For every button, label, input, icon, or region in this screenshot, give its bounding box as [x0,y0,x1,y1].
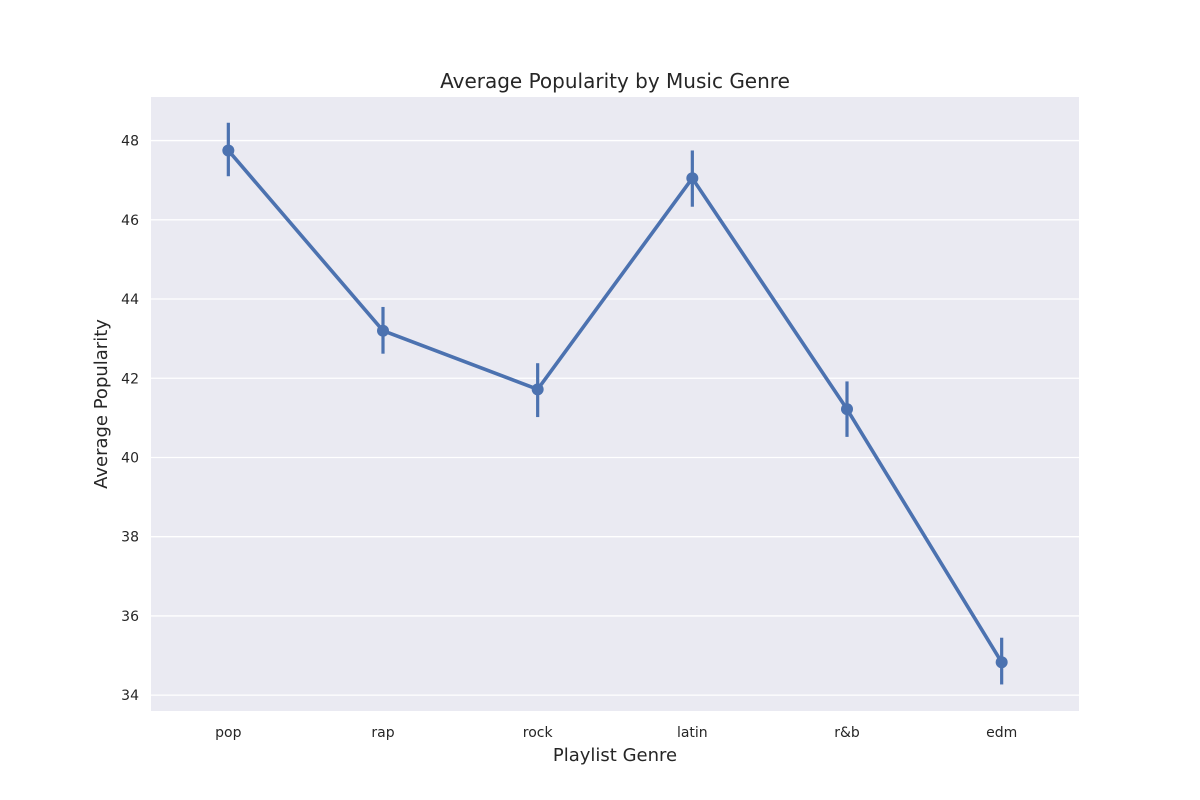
grid-lines [151,139,1079,696]
x-axis-label: Playlist Genre [553,745,677,766]
y-tick-label: 46 [121,213,139,229]
y-tick-label: 38 [121,530,139,546]
data-point [222,144,235,157]
data-point [531,383,544,396]
y-tick-label: 36 [121,609,139,625]
y-tick-label: 34 [121,688,139,704]
x-tick-label: r&b [834,725,860,741]
y-tick-label: 44 [121,292,139,308]
x-tick-label: edm [986,725,1017,741]
data-point [995,656,1008,669]
chart-title: Average Popularity by Music Genre [440,69,790,93]
y-axis-ticks: 34 36 38 40 42 44 46 48 [121,134,139,705]
plot-area [151,97,1079,711]
x-tick-label: pop [215,725,241,741]
x-tick-label: rap [371,725,394,741]
y-axis-label: Average Popularity [91,319,112,489]
data-point [377,324,389,337]
x-axis-ticks: pop rap rock latin r&b edm [215,725,1017,741]
x-tick-label: latin [677,725,708,741]
y-tick-label: 40 [121,450,139,466]
series-layer [222,144,1008,669]
x-tick-label: rock [523,725,554,741]
data-point [841,403,853,416]
series-line [226,149,1004,664]
y-tick-label: 42 [121,371,139,387]
data-point [686,172,699,185]
y-tick-label: 48 [121,134,139,150]
